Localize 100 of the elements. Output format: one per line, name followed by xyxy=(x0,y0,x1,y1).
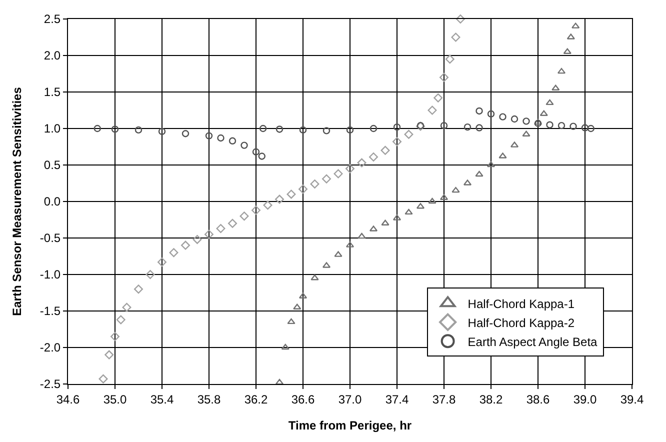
y-tick-label: 0.5 xyxy=(44,158,61,172)
y-tick-label: 0.0 xyxy=(44,194,61,209)
point xyxy=(181,240,190,250)
point xyxy=(259,124,267,132)
y-tick-label: 2.5 xyxy=(44,12,61,26)
point xyxy=(228,137,236,145)
y-tick-label: 1.5 xyxy=(44,85,61,100)
y-tick-label: 1.0 xyxy=(44,122,61,136)
y-tick-label: -1.0 xyxy=(40,268,61,282)
point xyxy=(552,84,560,90)
x-tick-label: 39.4 xyxy=(620,392,644,406)
point xyxy=(404,208,413,215)
point xyxy=(146,270,155,279)
y-tick-label: -1.5 xyxy=(40,304,61,318)
x-tick-label: 37.4 xyxy=(385,392,409,406)
point xyxy=(204,230,214,239)
point xyxy=(380,146,390,155)
point xyxy=(499,113,506,120)
point xyxy=(111,126,119,133)
point xyxy=(94,124,101,132)
point xyxy=(557,68,566,74)
point xyxy=(445,54,454,64)
point xyxy=(522,130,530,136)
point xyxy=(122,302,132,312)
point xyxy=(116,315,126,324)
point xyxy=(404,130,414,139)
y-tick-label: -2.0 xyxy=(40,340,61,355)
point xyxy=(476,124,483,132)
point xyxy=(216,224,226,234)
point xyxy=(392,137,402,146)
point xyxy=(240,142,248,149)
point xyxy=(134,284,143,294)
point xyxy=(287,318,296,324)
point xyxy=(286,190,296,199)
point xyxy=(205,132,213,140)
point xyxy=(587,124,594,132)
point xyxy=(581,124,589,132)
point xyxy=(440,72,448,82)
point xyxy=(98,374,108,384)
point xyxy=(252,206,260,215)
point xyxy=(428,198,436,204)
x-tick-label: 36.2 xyxy=(244,392,268,406)
point xyxy=(322,174,331,184)
y-tick-label: 2.0 xyxy=(44,48,61,63)
point xyxy=(558,122,566,130)
point xyxy=(104,350,114,360)
point xyxy=(452,186,460,193)
point xyxy=(334,169,343,178)
point xyxy=(464,123,472,131)
point xyxy=(357,158,366,168)
point xyxy=(258,152,266,160)
legend-label: Earth Aspect Angle Beta xyxy=(468,334,598,349)
point xyxy=(252,148,260,156)
point xyxy=(476,107,483,115)
x-tick-label: 34.6 xyxy=(56,392,80,406)
point xyxy=(572,22,580,28)
x-tick-label: 39.0 xyxy=(573,392,597,406)
point xyxy=(158,258,166,267)
point xyxy=(440,122,448,130)
point xyxy=(217,134,224,142)
point xyxy=(570,122,577,130)
point xyxy=(475,170,484,177)
x-tick-label: 35.8 xyxy=(197,392,221,406)
point xyxy=(275,378,284,385)
point xyxy=(299,126,307,134)
point xyxy=(276,126,284,133)
point xyxy=(334,251,342,257)
point xyxy=(546,99,554,106)
point xyxy=(310,179,320,188)
point xyxy=(293,304,302,310)
point xyxy=(428,106,437,115)
x-tick-label: 35.4 xyxy=(150,392,174,406)
point xyxy=(393,123,401,131)
point xyxy=(228,218,237,228)
point xyxy=(310,274,319,280)
point xyxy=(486,161,496,168)
point xyxy=(182,130,190,138)
point xyxy=(110,332,120,342)
point xyxy=(540,110,548,116)
point xyxy=(546,121,554,128)
legend-label: Half-Chord Kappa-2 xyxy=(468,316,575,330)
x-tick-label: 35.0 xyxy=(103,392,127,406)
x-tick-label: 37.8 xyxy=(432,392,456,406)
x-tick-label: 36.6 xyxy=(291,392,315,406)
point xyxy=(370,124,378,132)
y-tick-label: -2.5 xyxy=(40,377,61,392)
x-tick-label: 38.6 xyxy=(526,392,550,406)
point xyxy=(322,127,330,134)
x-tick-label: 37.0 xyxy=(338,392,362,406)
point xyxy=(134,126,142,134)
point xyxy=(275,194,284,204)
point xyxy=(169,248,178,258)
point xyxy=(281,344,290,350)
point xyxy=(346,164,354,174)
point xyxy=(381,220,390,226)
point xyxy=(434,93,443,102)
point xyxy=(456,14,465,24)
point xyxy=(240,212,249,221)
point xyxy=(358,232,366,239)
point xyxy=(510,115,518,123)
